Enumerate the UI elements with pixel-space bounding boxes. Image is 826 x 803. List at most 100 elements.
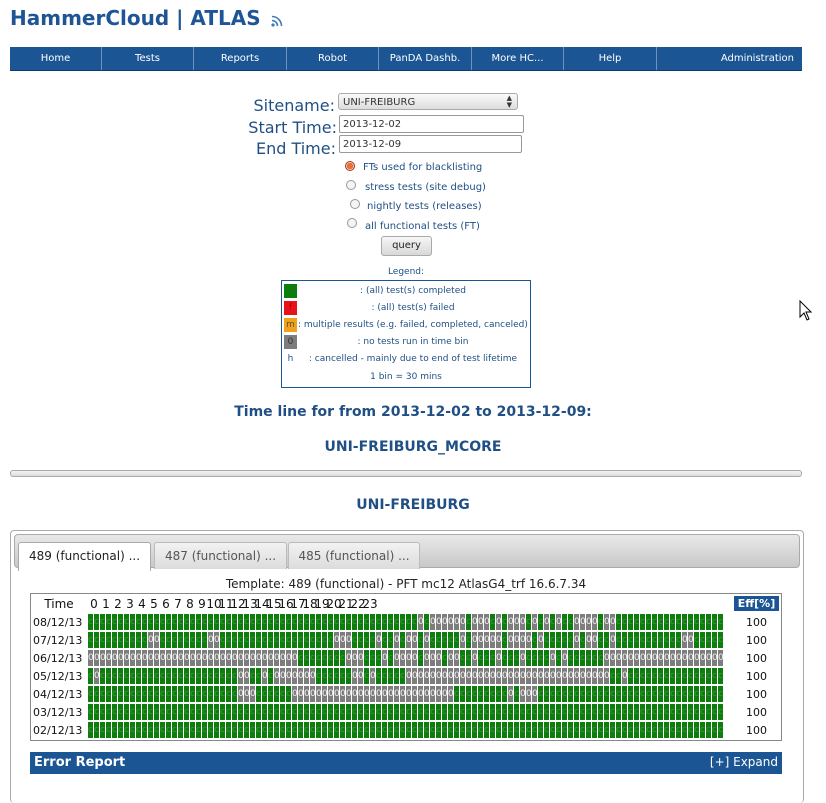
timeline-bin[interactable]: c	[484, 722, 489, 738]
timeline-bin[interactable]: c	[154, 668, 159, 684]
timeline-bin[interactable]: c	[532, 632, 537, 648]
timeline-bin[interactable]: c	[160, 704, 165, 720]
timeline-bin[interactable]: c	[346, 614, 351, 630]
timeline-bin[interactable]: c	[466, 686, 471, 702]
timeline-bin[interactable]: c	[358, 704, 363, 720]
timeline-bin[interactable]: c	[250, 668, 255, 684]
timeline-bin[interactable]: 0	[148, 632, 153, 648]
timeline-bin[interactable]: c	[328, 722, 333, 738]
timeline-bin[interactable]: c	[676, 614, 681, 630]
timeline-bin[interactable]: 0	[118, 650, 123, 666]
timeline-bin[interactable]: c	[616, 704, 621, 720]
timeline-bin[interactable]: c	[676, 722, 681, 738]
timeline-bin[interactable]: c	[640, 668, 645, 684]
timeline-bin[interactable]: c	[244, 722, 249, 738]
timeline-bin[interactable]: c	[220, 722, 225, 738]
timeline-bin[interactable]: c	[718, 686, 723, 702]
nav-administration[interactable]: Administration	[720, 53, 794, 64]
timeline-bin[interactable]: c	[616, 614, 621, 630]
timeline-bin[interactable]: 0	[544, 668, 549, 684]
timeline-bin[interactable]: 0	[436, 650, 441, 666]
timeline-bin[interactable]: c	[478, 704, 483, 720]
nav-reports[interactable]: Reports	[194, 47, 287, 70]
timeline-bin[interactable]: 0	[622, 668, 627, 684]
timeline-bin[interactable]: c	[622, 722, 627, 738]
timeline-bin[interactable]: 0	[502, 668, 507, 684]
timeline-bin[interactable]: c	[682, 704, 687, 720]
timeline-bin[interactable]: c	[706, 704, 711, 720]
timeline-bin[interactable]: c	[538, 722, 543, 738]
timeline-bin[interactable]: c	[538, 704, 543, 720]
timeline-bin[interactable]: c	[256, 668, 261, 684]
timeline-bin[interactable]: c	[652, 704, 657, 720]
timeline-bin[interactable]: c	[334, 668, 339, 684]
timeline-bin[interactable]: c	[556, 704, 561, 720]
timeline-bin[interactable]: c	[382, 632, 387, 648]
timeline-bin[interactable]: c	[568, 614, 573, 630]
timeline-bin[interactable]: 0	[472, 650, 477, 666]
timeline-bin[interactable]: 0	[676, 650, 681, 666]
timeline-bin[interactable]: 0	[304, 686, 309, 702]
timeline-bin[interactable]: c	[388, 704, 393, 720]
timeline-bin[interactable]: 0	[610, 632, 615, 648]
timeline-bin[interactable]: c	[544, 722, 549, 738]
timeline-bin[interactable]: c	[478, 722, 483, 738]
timeline-bin[interactable]: c	[622, 686, 627, 702]
timeline-bin[interactable]: c	[556, 722, 561, 738]
timeline-bin[interactable]: c	[142, 704, 147, 720]
expand-link[interactable]: [+] Expand	[709, 755, 778, 769]
timeline-bin[interactable]: 0	[436, 686, 441, 702]
timeline-bin[interactable]: c	[586, 704, 591, 720]
timeline-bin[interactable]: 0	[514, 668, 519, 684]
timeline-bin[interactable]: c	[202, 686, 207, 702]
timeline-bin[interactable]: c	[466, 614, 471, 630]
timeline-bin[interactable]: c	[232, 722, 237, 738]
timeline-bin[interactable]: c	[610, 722, 615, 738]
timeline-bin[interactable]: c	[418, 650, 423, 666]
timeline-bin[interactable]: 0	[538, 668, 543, 684]
timeline-bin[interactable]: c	[370, 632, 375, 648]
timeline-bin[interactable]: 0	[328, 686, 333, 702]
timeline-bin[interactable]: c	[196, 614, 201, 630]
timeline-bin[interactable]: c	[352, 632, 357, 648]
timeline-bin[interactable]: c	[394, 614, 399, 630]
timeline-bin[interactable]: 0	[310, 668, 315, 684]
timeline-bin[interactable]: 0	[664, 650, 669, 666]
timeline-bin[interactable]: 0	[412, 668, 417, 684]
timeline-bin[interactable]: c	[472, 722, 477, 738]
timeline-bin[interactable]: c	[334, 704, 339, 720]
timeline-bin[interactable]: c	[538, 650, 543, 666]
timeline-bin[interactable]: c	[550, 632, 555, 648]
timeline-bin[interactable]: 0	[556, 614, 561, 630]
timeline-bin[interactable]: c	[424, 704, 429, 720]
timeline-bin[interactable]: c	[358, 614, 363, 630]
timeline-bin[interactable]: c	[148, 722, 153, 738]
timeline-bin[interactable]: c	[592, 722, 597, 738]
timeline-bin[interactable]: 0	[400, 650, 405, 666]
timeline-bin[interactable]: 0	[352, 650, 357, 666]
timeline-bin[interactable]: c	[694, 704, 699, 720]
timeline-bin[interactable]: c	[388, 632, 393, 648]
timeline-bin[interactable]: c	[250, 722, 255, 738]
timeline-bin[interactable]: c	[196, 722, 201, 738]
timeline-bin[interactable]: c	[88, 632, 93, 648]
timeline-bin[interactable]: 0	[574, 614, 579, 630]
timeline-bin[interactable]: c	[208, 668, 213, 684]
timeline-bin[interactable]: c	[478, 650, 483, 666]
timeline-bin[interactable]: c	[652, 686, 657, 702]
timeline-bin[interactable]: c	[334, 650, 339, 666]
timeline-bin[interactable]: c	[634, 614, 639, 630]
timeline-bin[interactable]: 0	[268, 650, 273, 666]
timeline-bin[interactable]: 0	[358, 650, 363, 666]
timeline-bin[interactable]: c	[190, 668, 195, 684]
timeline-bin[interactable]: c	[304, 704, 309, 720]
timeline-bin[interactable]: c	[460, 704, 465, 720]
timeline-bin[interactable]: 0	[394, 686, 399, 702]
timeline-bin[interactable]: 0	[160, 650, 165, 666]
timeline-bin[interactable]: 0	[562, 650, 567, 666]
timeline-bin[interactable]: c	[322, 650, 327, 666]
timeline-bin[interactable]: 0	[532, 668, 537, 684]
end-time-input[interactable]: 2013-12-09	[339, 135, 522, 153]
timeline-bin[interactable]: c	[676, 704, 681, 720]
timeline-bin[interactable]: c	[316, 668, 321, 684]
